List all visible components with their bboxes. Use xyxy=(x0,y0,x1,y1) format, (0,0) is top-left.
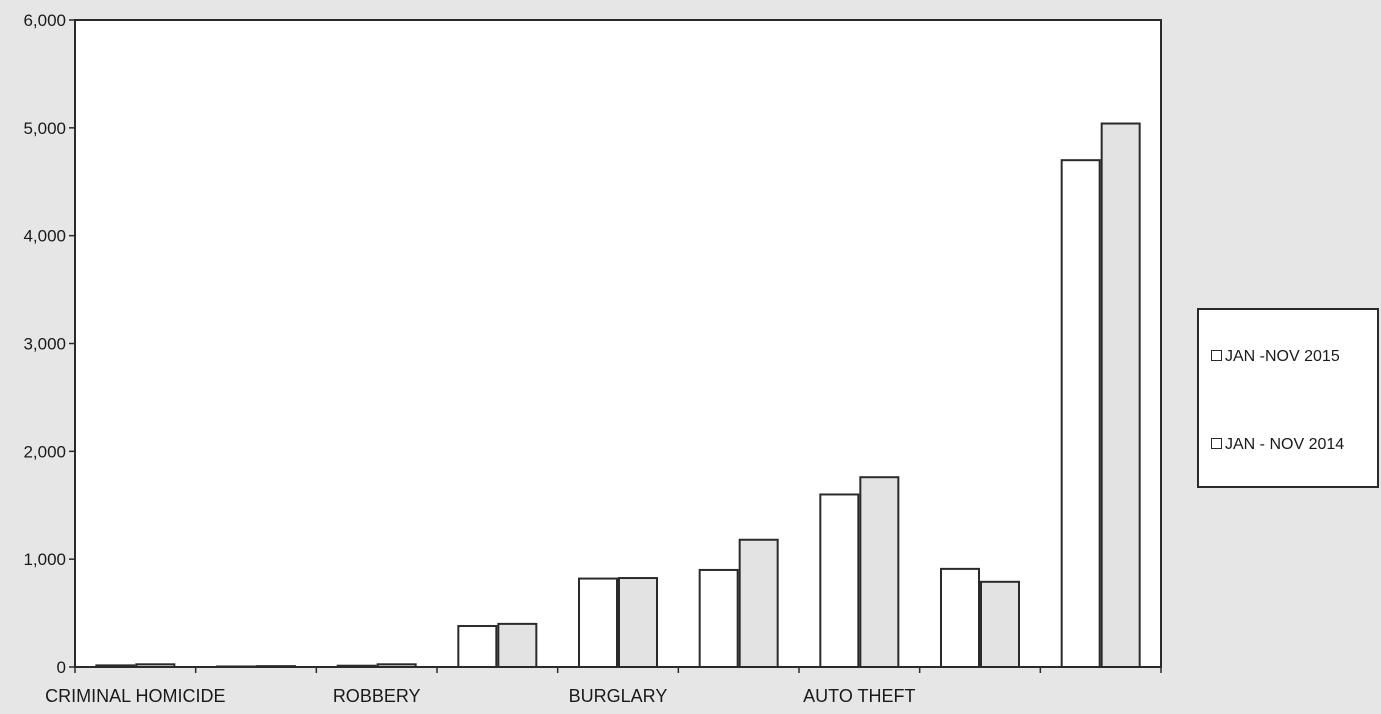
bar-series-2015 xyxy=(578,577,618,668)
x-tick-label: BURGLARY xyxy=(569,686,668,706)
y-tick-label: 5,000 xyxy=(23,119,66,138)
y-tick-label: 1,000 xyxy=(23,550,66,569)
legend-item-2015: JAN -NOV 2015 xyxy=(1211,348,1340,366)
y-tick-label: 4,000 xyxy=(23,227,66,246)
x-tick-label: AUTO THEFT xyxy=(803,686,915,706)
bar-series-2015 xyxy=(940,567,980,668)
bar-series-2014 xyxy=(618,577,658,668)
legend-label-2015: JAN -NOV 2015 xyxy=(1225,348,1340,365)
bars xyxy=(95,122,1141,669)
x-tick-label: CRIMINAL HOMICIDE xyxy=(45,686,225,706)
plot-area xyxy=(74,19,1162,668)
y-axis: 0 1,000 2,000 3,000 4,000 5,000 6,000 xyxy=(23,11,75,677)
bar-series-2014 xyxy=(135,663,176,668)
y-tick-label: 2,000 xyxy=(23,442,66,461)
bar-series-2015 xyxy=(216,665,256,668)
y-tick-label: 6,000 xyxy=(23,11,66,30)
x-tick-label: ROBBERY xyxy=(333,686,421,706)
bar-series-2015 xyxy=(698,568,739,669)
y-tick-label: 3,000 xyxy=(23,335,66,354)
bar-series-2014 xyxy=(738,538,779,668)
bar-series-2014 xyxy=(256,665,296,668)
legend-label-2014: JAN - NOV 2014 xyxy=(1225,436,1345,453)
x-axis: CRIMINAL HOMICIDE ROBBERY BURGLARY AUTO THE… xyxy=(45,667,1162,706)
legend-item-2014: JAN - NOV 2014 xyxy=(1211,436,1344,454)
legend-swatch-2014 xyxy=(1211,438,1222,450)
bar-series-2015 xyxy=(1060,159,1101,669)
bar-series-2015 xyxy=(336,664,377,668)
legend-swatch-2015 xyxy=(1211,350,1222,362)
bar-series-2014 xyxy=(1100,122,1141,668)
legend: JAN -NOV 2015 JAN - NOV 2014 xyxy=(1197,308,1379,488)
bar-series-2014 xyxy=(376,663,417,668)
bar-series-2014 xyxy=(980,580,1020,668)
bar-series-2014 xyxy=(497,622,538,668)
bar-series-2015 xyxy=(457,625,498,668)
bar-series-2015 xyxy=(819,493,860,669)
y-tick-label: 0 xyxy=(57,658,66,677)
bar-series-2014 xyxy=(859,476,900,669)
bar-series-2015 xyxy=(95,664,136,669)
